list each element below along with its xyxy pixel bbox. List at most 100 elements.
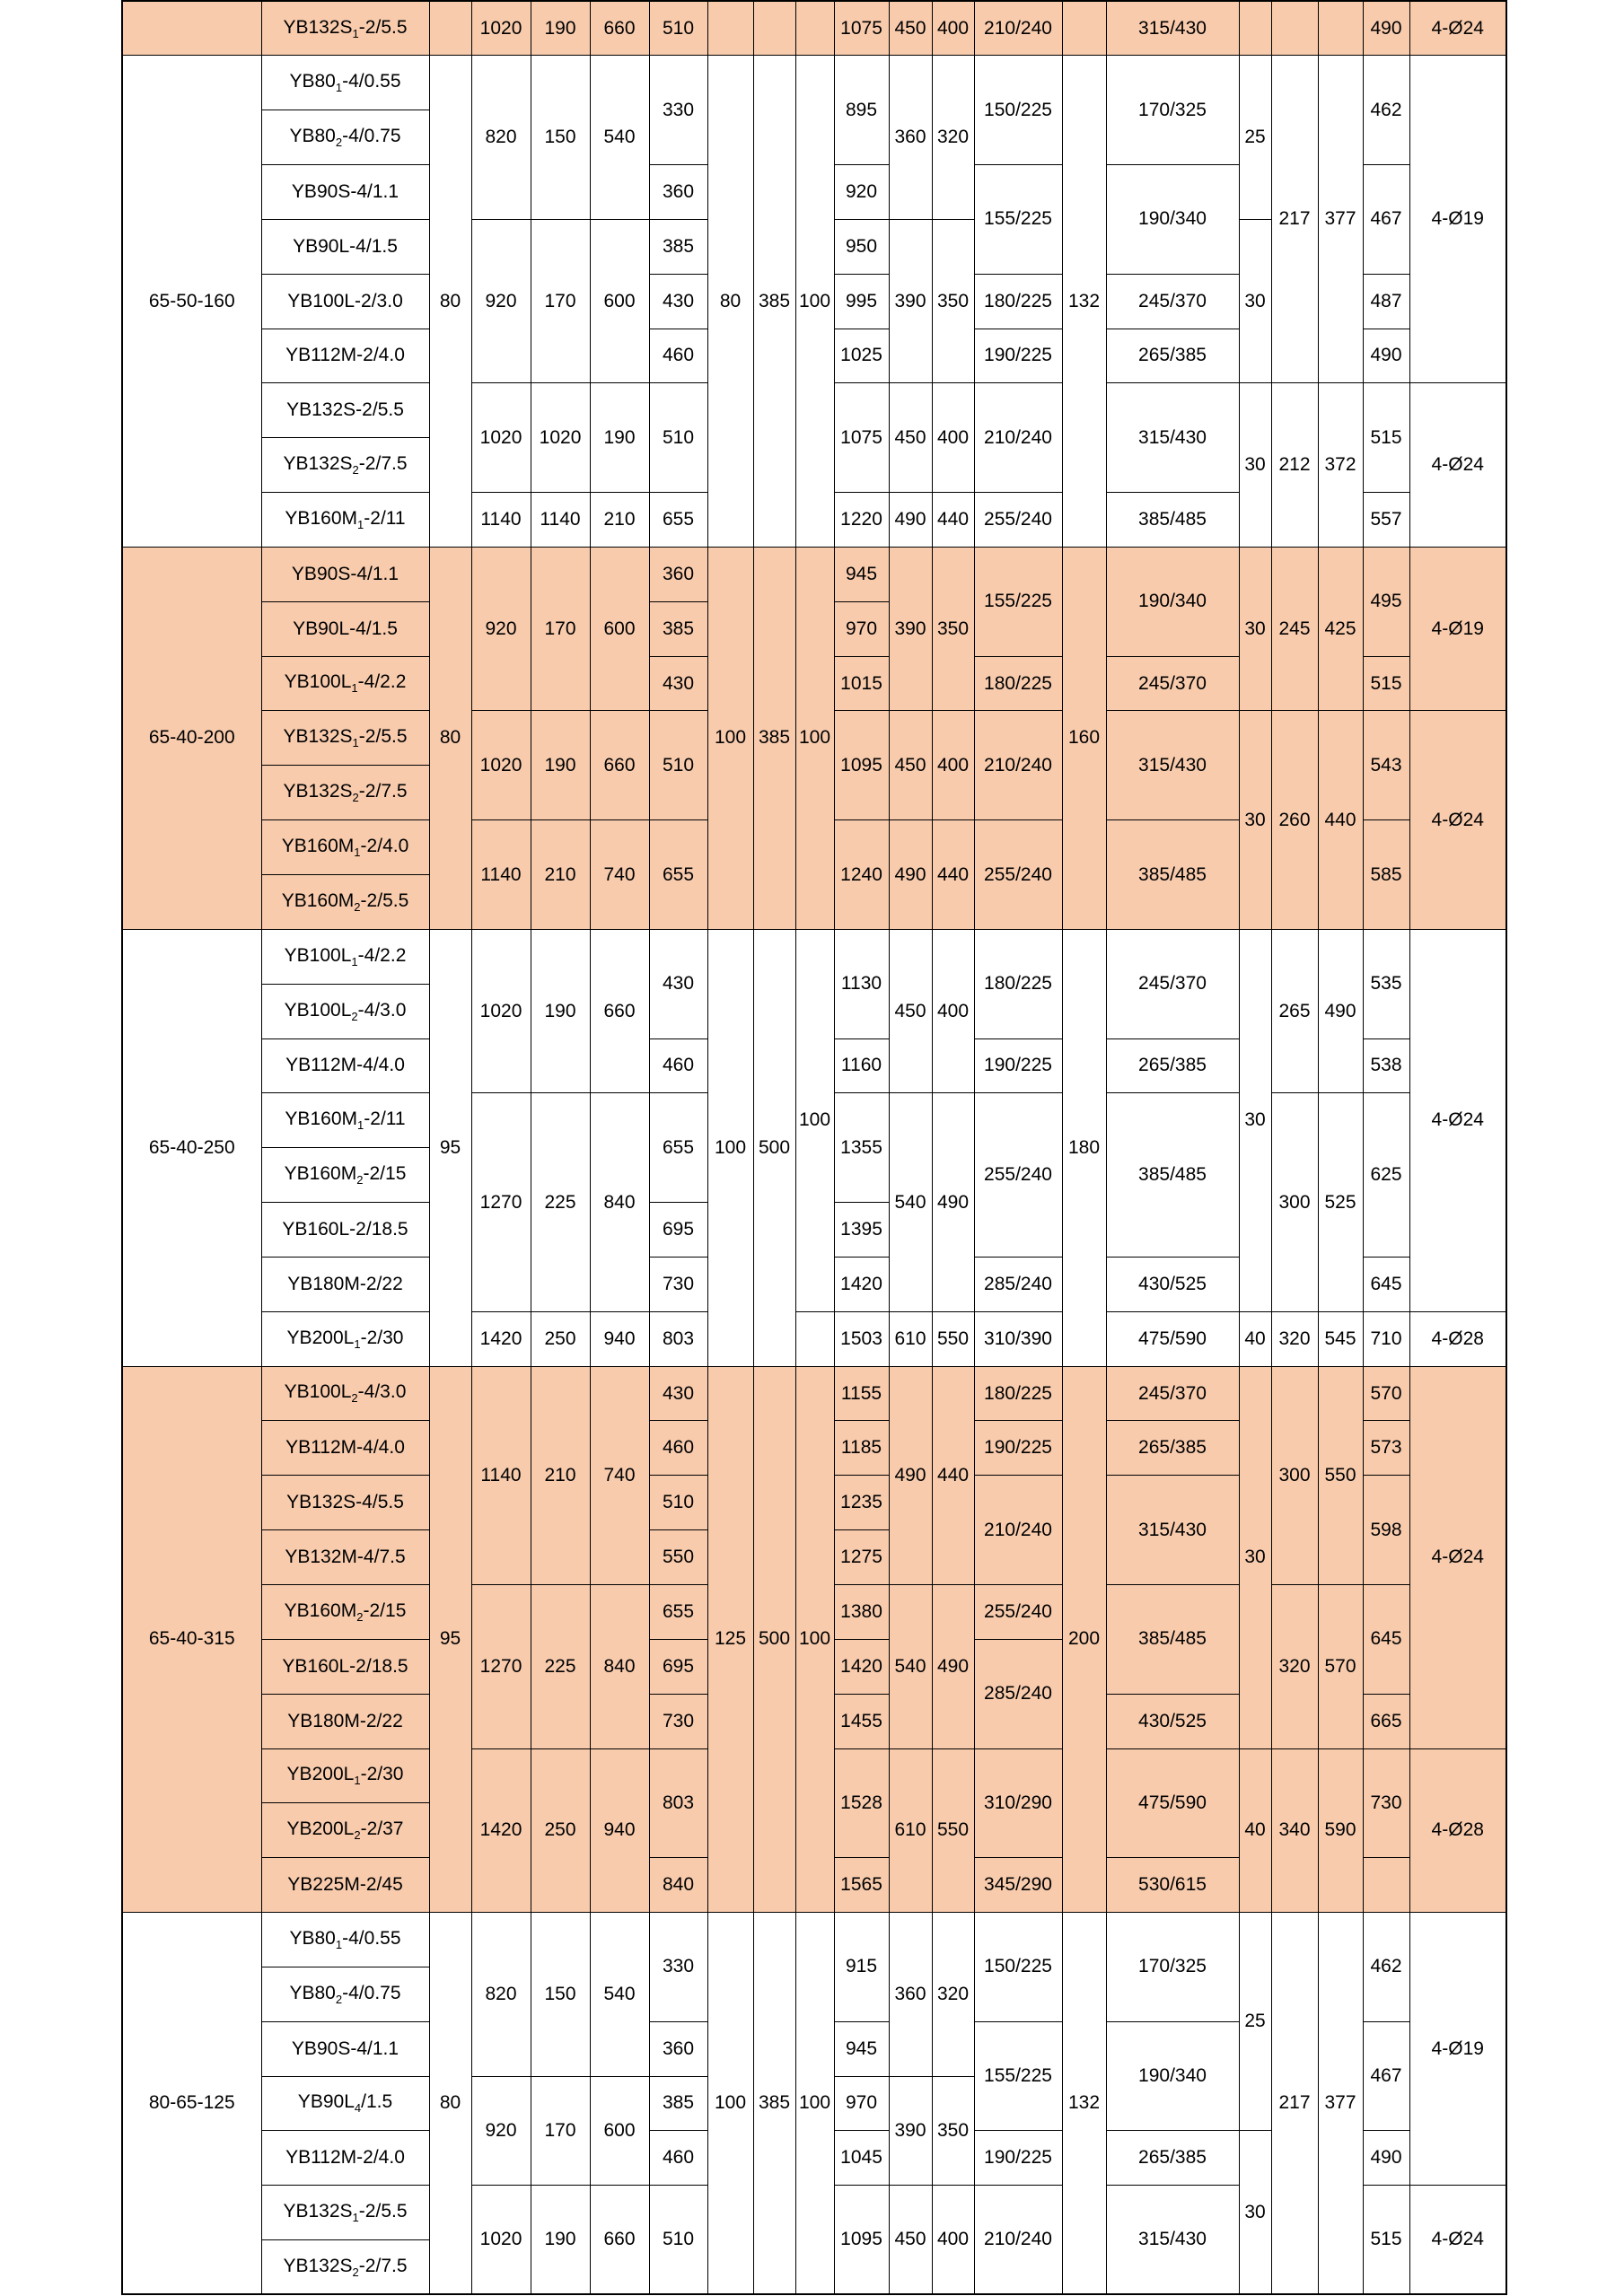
- dim-cell: 450: [888, 0, 933, 57]
- dim-cell: 1075: [833, 382, 890, 494]
- dim-cell: 570: [1317, 1583, 1364, 1749]
- dim-cell: 150/225: [973, 55, 1063, 166]
- dim-cell: 1020: [470, 0, 531, 57]
- dim-cell: 245/370: [1105, 655, 1240, 712]
- dim-cell: 462: [1362, 1912, 1410, 2022]
- dim-cell: 4-Ø28: [1409, 1310, 1507, 1367]
- dim-cell: 450: [888, 382, 933, 494]
- dim-cell: 1140: [470, 492, 531, 548]
- table-row: YB180M-2/22 730 1420 285/240 430/525 645: [122, 1256, 1506, 1312]
- dim-cell: [794, 1310, 835, 1367]
- dim-cell: 535: [1362, 928, 1410, 1039]
- dim-cell: 557: [1362, 492, 1410, 548]
- table-row: YB132S2-2/7.5: [122, 2239, 1506, 2295]
- dim-cell: 4-Ø28: [1409, 1748, 1507, 1914]
- dim-cell: 1395: [833, 1202, 890, 1258]
- dim-cell: 660: [589, 928, 650, 1094]
- table-row: YB112M-4/4.0 460 1185 190/225 265/385 573: [122, 1420, 1506, 1477]
- dim-cell: 385/485: [1105, 492, 1240, 548]
- motor-model-cell: YB160L-2/18.5: [260, 1638, 430, 1695]
- dim-cell: 385: [752, 1912, 796, 2295]
- dim-cell: 625: [1362, 1092, 1410, 1258]
- dim-cell: 660: [589, 0, 650, 57]
- dim-cell: 915: [833, 1912, 890, 2022]
- motor-model-cell: YB112M-4/4.0: [260, 1420, 430, 1477]
- dim-cell: 1380: [833, 1583, 890, 1640]
- table-row: YB100L1-4/2.2 430 1015 180/225 245/370 515: [122, 655, 1506, 712]
- dim-cell: 340: [1270, 1748, 1319, 1914]
- dim-cell: 430/525: [1105, 1256, 1240, 1312]
- table-row: YB132S2-2/7.5: [122, 765, 1506, 821]
- dim-cell: 150: [530, 1912, 591, 2077]
- dim-cell: 160: [1061, 546, 1107, 930]
- motor-model-cell: YB100L-2/3.0: [260, 273, 430, 329]
- dim-cell: 320: [1270, 1310, 1319, 1367]
- dim-cell: 545: [1317, 1310, 1364, 1367]
- dim-cell: 330: [648, 55, 708, 166]
- dim-cell: 510: [648, 2185, 708, 2295]
- motor-model-cell: YB112M-4/4.0: [260, 1038, 430, 1094]
- dim-cell: 945: [833, 546, 890, 602]
- dim-cell: [1362, 1857, 1410, 1914]
- dim-cell: 4-Ø24: [1409, 0, 1507, 57]
- table-row: YB160M1-2/11 1140 1140 210 655 1220 490 440 255/…: [122, 492, 1506, 548]
- dim-cell: 385/485: [1105, 819, 1240, 930]
- dim-cell: 95: [428, 928, 472, 1367]
- dim-cell: 30: [1238, 928, 1272, 1312]
- motor-model-cell: YB160M1-2/11: [260, 492, 430, 548]
- dim-cell: 1020: [530, 382, 591, 494]
- dim-cell: 100: [794, 546, 835, 930]
- motor-model-cell: YB160M1-2/4.0: [260, 819, 430, 875]
- dim-cell: 1420: [470, 1748, 531, 1914]
- motor-model-cell: YB112M-2/4.0: [260, 2130, 430, 2186]
- dim-cell: 400: [931, 710, 975, 821]
- dim-cell: 255/240: [973, 1092, 1063, 1258]
- dim-cell: 540: [589, 55, 650, 220]
- dim-cell: 573: [1362, 1420, 1410, 1477]
- dim-cell: 4-Ø19: [1409, 546, 1507, 712]
- table-row: YB160M2-2/15: [122, 1147, 1506, 1204]
- dim-cell: 170/325: [1105, 55, 1240, 166]
- dim-cell: 315/430: [1105, 710, 1240, 821]
- table-row: YB132S1-2/5.5 1020 190 660 510 1075 450 400 210/…: [121, 0, 1507, 57]
- table-row: YB100L2-4/3.0: [122, 983, 1506, 1039]
- table-row: YB180M-2/22 730 1455 430/525 665: [122, 1693, 1506, 1749]
- table-row: YB132S-4/5.5 510 1235 210/240 315/430 598: [122, 1475, 1506, 1585]
- dim-cell: 945: [833, 2020, 890, 2077]
- dim-cell: 190: [530, 0, 591, 57]
- dim-cell: 170: [530, 546, 591, 712]
- dim-cell: 255/240: [973, 492, 1063, 548]
- dim-cell: 515: [1362, 2185, 1410, 2295]
- dim-cell: 80: [428, 546, 472, 930]
- table-row: YB200L1-2/30 1420 250 940 803 1528 610 550 310/2…: [122, 1748, 1507, 1914]
- dim-cell: 660: [589, 2185, 650, 2295]
- table-row: 65-40-315 YB100L2-4/3.0 95 1140 210 740 430 125…: [121, 1365, 1507, 1914]
- dim-cell: 190/340: [1105, 2020, 1240, 2132]
- motor-model-cell: YB802-4/0.75: [260, 1966, 430, 2022]
- dim-cell: 255/240: [973, 1583, 1063, 1640]
- motor-model-cell: YB90L-4/1.5: [260, 600, 430, 657]
- dim-cell: 190/340: [1105, 546, 1240, 657]
- dim-cell: 210: [530, 1365, 591, 1585]
- dim-cell: 920: [833, 164, 890, 220]
- dim-cell: 190: [530, 710, 591, 821]
- dim-cell: 125: [707, 1365, 754, 1914]
- dim-cell: 217: [1270, 1912, 1319, 2295]
- table-row: 65-50-160 YB801-4/0.55 80 820 150 540 330 80 385…: [121, 55, 1507, 548]
- motor-model-cell: YB90L-4/1.5: [260, 218, 430, 275]
- dim-cell: 820: [470, 55, 531, 220]
- dim-cell: 970: [833, 600, 890, 657]
- dim-cell: 210: [530, 819, 591, 930]
- dim-cell: 320: [931, 1912, 975, 2077]
- table-row: YB160L-2/18.5 695 1420 285/240: [122, 1638, 1506, 1749]
- dim-cell: 245: [1270, 546, 1319, 712]
- pump-model-cell: 65-40-200: [121, 546, 262, 930]
- dim-cell: 170: [530, 2075, 591, 2186]
- motor-model-cell: YB160M2-2/15: [260, 1147, 430, 1204]
- dim-cell: 510: [648, 0, 708, 57]
- dim-cell: 610: [888, 1748, 933, 1914]
- dim-cell: 320: [931, 55, 975, 220]
- dim-cell: 490: [931, 1092, 975, 1312]
- dim-cell: 710: [1362, 1310, 1410, 1367]
- dim-cell: 30: [1238, 710, 1272, 930]
